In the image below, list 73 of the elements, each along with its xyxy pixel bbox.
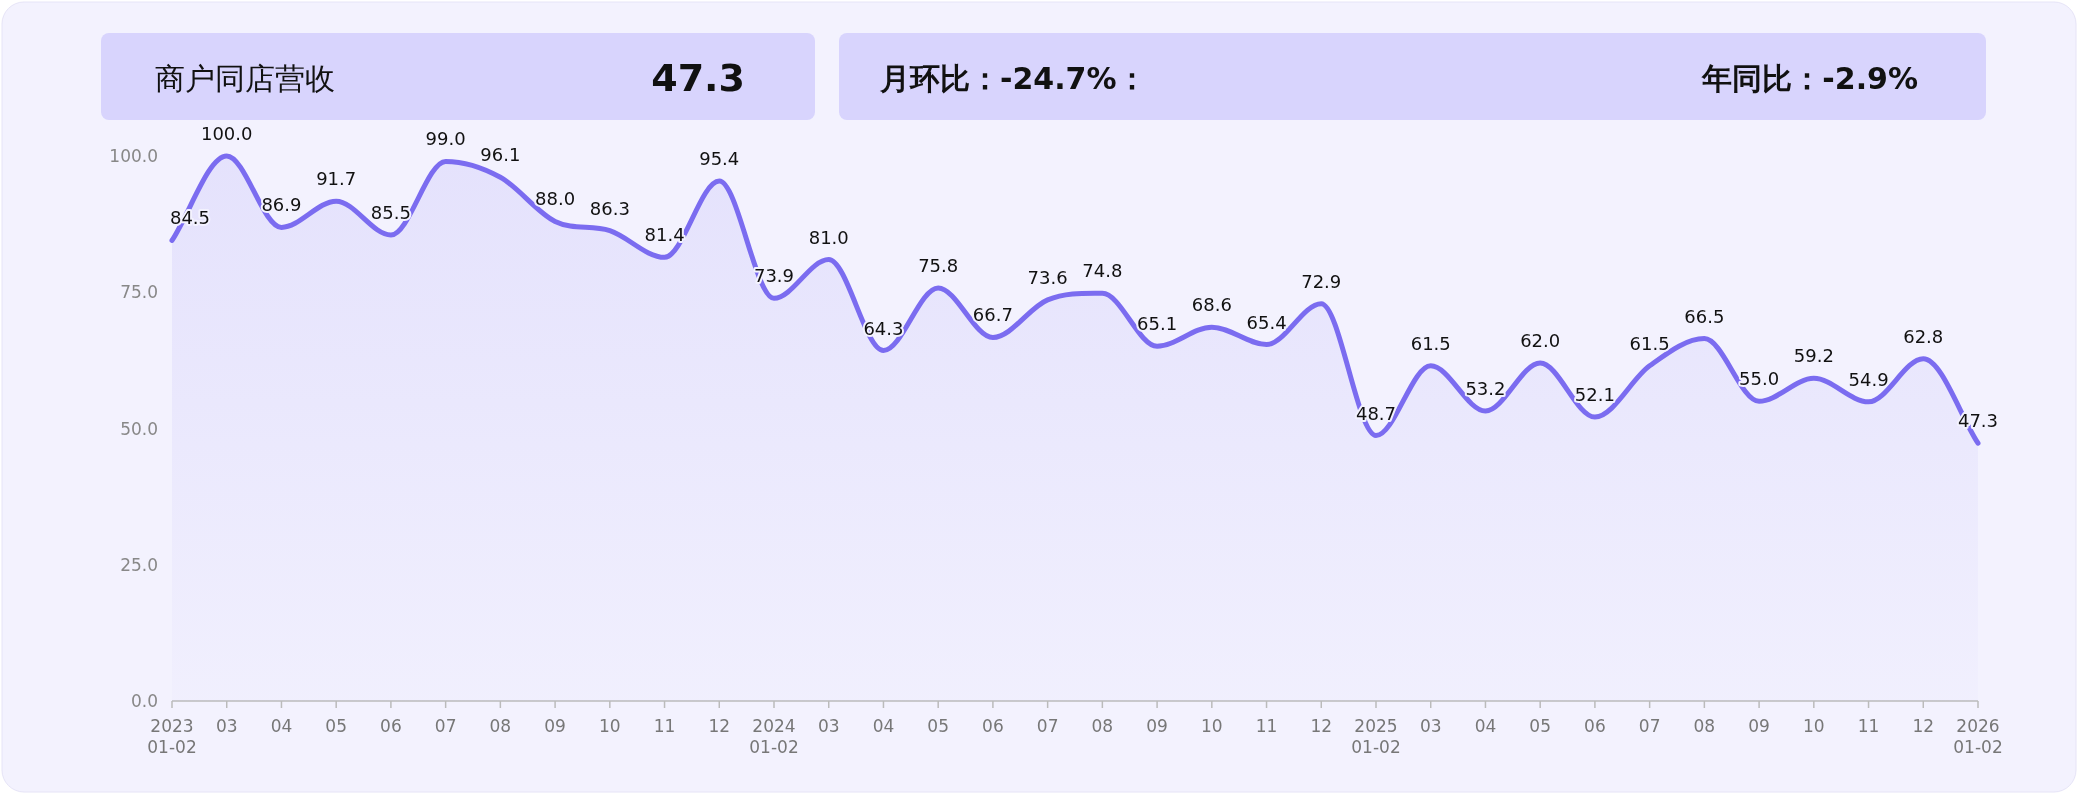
data-label: 100.0: [200, 123, 253, 144]
data-label: 68.6: [1191, 294, 1232, 316]
data-label: 52.1: [1574, 384, 1615, 406]
data-label: 81.4: [644, 224, 685, 246]
x-tick-label: 2023 01-02: [147, 716, 197, 757]
x-tick-label: 04: [1474, 716, 1497, 736]
x-tick-label: 06: [380, 716, 402, 736]
x-tick-label: 10: [599, 716, 621, 736]
data-label: 85.5: [370, 202, 411, 224]
data-label: 84.5: [169, 207, 211, 229]
data-label: 54.9: [1848, 368, 1889, 390]
data-label: 61.5: [1629, 332, 1670, 354]
data-label: 96.1: [480, 144, 521, 166]
y-tick-label: 0.0: [130, 691, 158, 711]
data-label: 62.8: [1903, 325, 1944, 347]
text: 月环比：-24.7%：: [879, 61, 1147, 96]
data-label: 95.4: [699, 148, 740, 170]
x-tick-label: 10: [1803, 716, 1825, 736]
x-tick-label: 11: [653, 716, 676, 736]
x-tick-label: 10: [1201, 716, 1223, 736]
data-label: 66.7: [972, 304, 1013, 326]
x-tick-label: 03: [1419, 716, 1442, 736]
data-label: 75.8: [918, 254, 959, 276]
x-tick-label: 08: [1091, 716, 1114, 736]
x-tick-label: 05: [1529, 716, 1551, 736]
x-tick-label: 08: [489, 716, 512, 736]
x-tick-label: 04: [270, 716, 293, 736]
data-label: 66.5: [1684, 305, 1725, 327]
x-tick-label: 05: [325, 716, 347, 736]
data-label: 81.0: [808, 226, 849, 248]
x-tick-label: 07: [1036, 716, 1059, 736]
data-label: 86.3: [589, 197, 630, 219]
x-tick-label: 12: [1912, 716, 1935, 736]
data-label: 61.5: [1410, 332, 1451, 354]
text: 年同比：-2.9%: [1701, 61, 1918, 96]
data-label: 73.6: [1027, 266, 1068, 288]
x-tick-label: 2024 01-02: [749, 716, 799, 757]
x-tick-label: 09: [544, 716, 566, 736]
y-tick-label: 50.0: [120, 418, 158, 439]
x-tick-label: 03: [215, 716, 238, 736]
data-label: 59.2: [1793, 345, 1834, 367]
x-tick-label: 12: [1310, 716, 1333, 736]
x-tick-label: 05: [927, 716, 949, 736]
data-label: 65.4: [1246, 311, 1287, 333]
data-label: 55.0: [1739, 368, 1780, 390]
x-tick-label: 07: [1638, 716, 1661, 736]
text: 47.3: [651, 56, 745, 100]
x-tick-label: 07: [434, 716, 457, 736]
data-label: 99.0: [425, 128, 466, 150]
y-tick-label: 75.0: [120, 282, 158, 303]
y-tick-label: 100.0: [109, 146, 158, 166]
x-tick-label: 12: [708, 716, 731, 736]
x-tick-label: 06: [1584, 716, 1606, 736]
data-label: 86.9: [261, 194, 302, 216]
y-tick-label: 25.0: [120, 554, 158, 575]
data-label: 88.0: [535, 188, 576, 210]
chart-title: 商户同店营收: [155, 61, 335, 96]
x-tick-label: 03: [817, 716, 840, 736]
x-tick-label: 09: [1748, 716, 1770, 736]
data-label: 74.8: [1082, 260, 1123, 282]
data-label: 72.9: [1301, 270, 1342, 292]
x-tick-label: 09: [1146, 716, 1168, 736]
data-label: 53.2: [1465, 378, 1506, 400]
data-label: 65.1: [1137, 313, 1178, 335]
x-tick-label: 08: [1693, 716, 1716, 736]
x-tick-label: 2026 01-02: [1953, 716, 2003, 757]
data-label: 91.7: [316, 168, 357, 190]
x-tick-label: 06: [982, 716, 1004, 736]
x-tick-label: 11: [1857, 716, 1880, 736]
data-label: 62.0: [1520, 330, 1561, 352]
x-tick-label: 04: [872, 716, 895, 736]
x-tick-label: 2025 01-02: [1351, 716, 1401, 757]
x-tick-label: 11: [1255, 716, 1278, 736]
